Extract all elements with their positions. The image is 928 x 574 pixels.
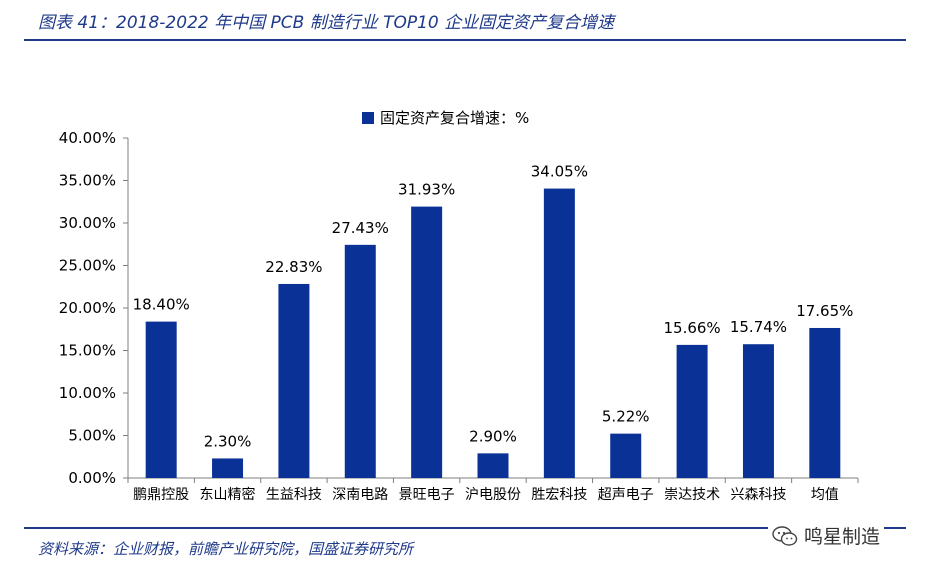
figure-title: 图表 41：2018-2022 年中国 PCB 制造行业 TOP10 企业固定资… xyxy=(38,13,615,33)
y-tick-label: 30.00% xyxy=(59,214,116,232)
legend-label: 固定资产复合增速：% xyxy=(380,109,529,127)
x-tick-label: 超声电子 xyxy=(598,487,654,503)
bar xyxy=(742,344,774,478)
x-tick-label: 兴森科技 xyxy=(730,487,786,503)
data-label: 15.66% xyxy=(663,319,720,337)
x-tick-label: 深南电路 xyxy=(332,487,388,503)
y-tick-label: 40.00% xyxy=(59,129,116,147)
y-tick-label: 15.00% xyxy=(59,342,116,360)
y-tick-label: 25.00% xyxy=(59,257,116,275)
y-tick-label: 20.00% xyxy=(59,299,116,317)
data-label: 31.93% xyxy=(398,181,455,199)
x-tick-label: 东山精密 xyxy=(200,486,256,503)
x-tick-label: 崇达技术 xyxy=(664,487,720,503)
data-label: 2.30% xyxy=(204,432,252,450)
data-label: 34.05% xyxy=(531,163,588,181)
data-label: 27.43% xyxy=(332,219,389,237)
bar xyxy=(278,283,310,478)
watermark: 鸣星制造 xyxy=(768,520,885,551)
bar xyxy=(477,453,509,478)
x-tick-label: 鹏鼎控股 xyxy=(133,487,189,503)
chart-legend: 固定资产复合增速：% xyxy=(362,109,529,127)
data-label: 22.83% xyxy=(265,258,322,276)
bar xyxy=(145,321,177,478)
wechat-icon xyxy=(772,525,798,546)
data-label: 17.65% xyxy=(796,302,853,320)
x-tick-label: 胜宏科技 xyxy=(531,487,587,503)
y-tick-label: 35.00% xyxy=(59,172,116,190)
data-label: 15.74% xyxy=(730,318,787,336)
data-label: 18.40% xyxy=(133,296,190,314)
x-tick-label: 景旺电子 xyxy=(399,487,455,503)
title-rule xyxy=(24,39,906,41)
x-tick-label: 沪电股份 xyxy=(465,487,521,503)
data-label: 2.90% xyxy=(469,427,517,445)
y-tick-label: 10.00% xyxy=(59,384,116,402)
watermark-text: 鸣星制造 xyxy=(804,526,881,548)
source-rule xyxy=(24,527,906,529)
bar xyxy=(212,458,244,478)
bar xyxy=(676,344,708,478)
y-tick-label: 5.00% xyxy=(68,427,116,445)
x-tick-label: 生益科技 xyxy=(266,487,322,503)
bar xyxy=(411,206,443,478)
x-tick-label: 均值 xyxy=(811,487,839,503)
bar xyxy=(543,188,575,478)
bar xyxy=(344,244,376,478)
y-tick-label: 0.00% xyxy=(68,469,116,487)
data-label: 5.22% xyxy=(602,408,650,426)
bar xyxy=(809,327,841,478)
bar-series xyxy=(145,188,841,478)
source-note: 资料来源：企业财报，前瞻产业研究院，国盛证券研究所 xyxy=(38,540,414,558)
chart-axes: 0.00% 5.00% 10.00% 15.00% 20.00% 25.00% 30.00%… xyxy=(59,129,859,503)
legend-swatch xyxy=(362,112,374,124)
data-labels: 18.40% 2.30% 22.83% 27.43% 31.93% 2.90% 34.05%… xyxy=(133,163,854,451)
bar xyxy=(610,433,642,478)
